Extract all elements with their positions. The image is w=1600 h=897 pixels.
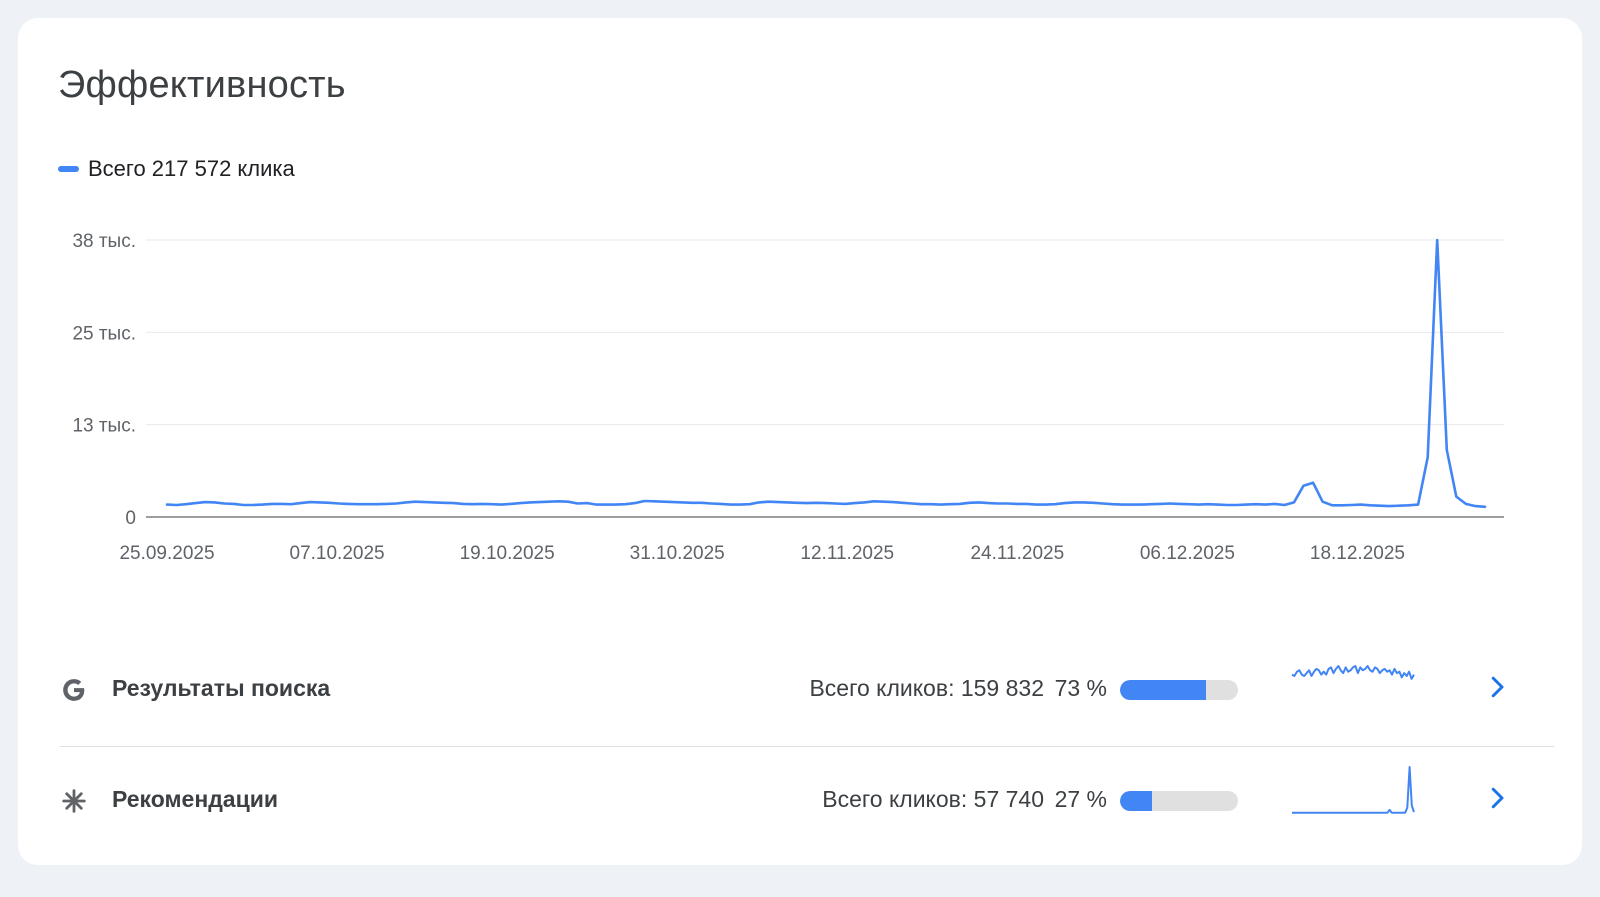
share-bar: [1120, 791, 1238, 811]
share-bar-fill: [1120, 680, 1207, 700]
row-total-clicks: Всего кликов: 57 740: [822, 786, 1044, 812]
x-tick-label: 31.10.2025: [630, 543, 725, 564]
row-total-clicks: Всего кликов: 159 832: [809, 675, 1044, 701]
x-tick-label: 24.11.2025: [970, 543, 1064, 564]
row-percent: 73 %: [1054, 675, 1107, 701]
source-row-recommendations[interactable]: Рекомендации Всего кликов: 57 740 27 %: [60, 747, 1554, 857]
x-tick-label: 06.12.2025: [1140, 543, 1235, 564]
x-tick-label: 19.10.2025: [460, 543, 555, 564]
x-tick-label: 12.11.2025: [800, 543, 894, 564]
chevron-right-icon[interactable]: [1482, 783, 1512, 813]
sparkline: [1291, 665, 1415, 680]
y-tick-label: 25 тыс.: [72, 323, 136, 344]
row-percent: 27 %: [1054, 786, 1107, 812]
legend-swatch: [58, 166, 79, 172]
x-tick-label: 07.10.2025: [290, 543, 385, 564]
asterisk-icon: [60, 787, 88, 815]
share-bar: [1120, 680, 1238, 700]
share-bar-fill: [1120, 791, 1152, 811]
y-tick-label: 13 тыс.: [72, 416, 136, 437]
performance-card: Эффективность Всего 217 572 клика 0 13 ты…: [18, 18, 1582, 865]
source-row-search[interactable]: Результаты поиска Всего кликов: 159 832 …: [60, 636, 1554, 747]
y-tick-label: 38 тыс.: [72, 231, 136, 252]
sparkline: [1292, 766, 1415, 814]
sparkline-series: [1292, 766, 1415, 814]
chart-legend: Всего 217 572 клика: [58, 156, 295, 182]
clicks-series-line: [165, 238, 1487, 509]
google-g-icon: [60, 676, 88, 704]
clicks-line-chart: 0 13 тыс. 25 тыс. 38 тыс. 25.09.2025 07.10.20…: [72, 231, 1504, 564]
sparkline-series: [1291, 665, 1415, 680]
x-tick-label: 25.09.2025: [119, 543, 214, 564]
row-label: Результаты поиска: [112, 675, 331, 701]
x-tick-label: 18.12.2025: [1310, 543, 1405, 564]
row-label: Рекомендации: [112, 786, 279, 812]
card-title: Эффективность: [58, 64, 346, 106]
y-tick-label: 0: [125, 508, 136, 529]
legend-text: Всего 217 572 клика: [88, 156, 295, 181]
chevron-right-icon[interactable]: [1482, 672, 1512, 702]
